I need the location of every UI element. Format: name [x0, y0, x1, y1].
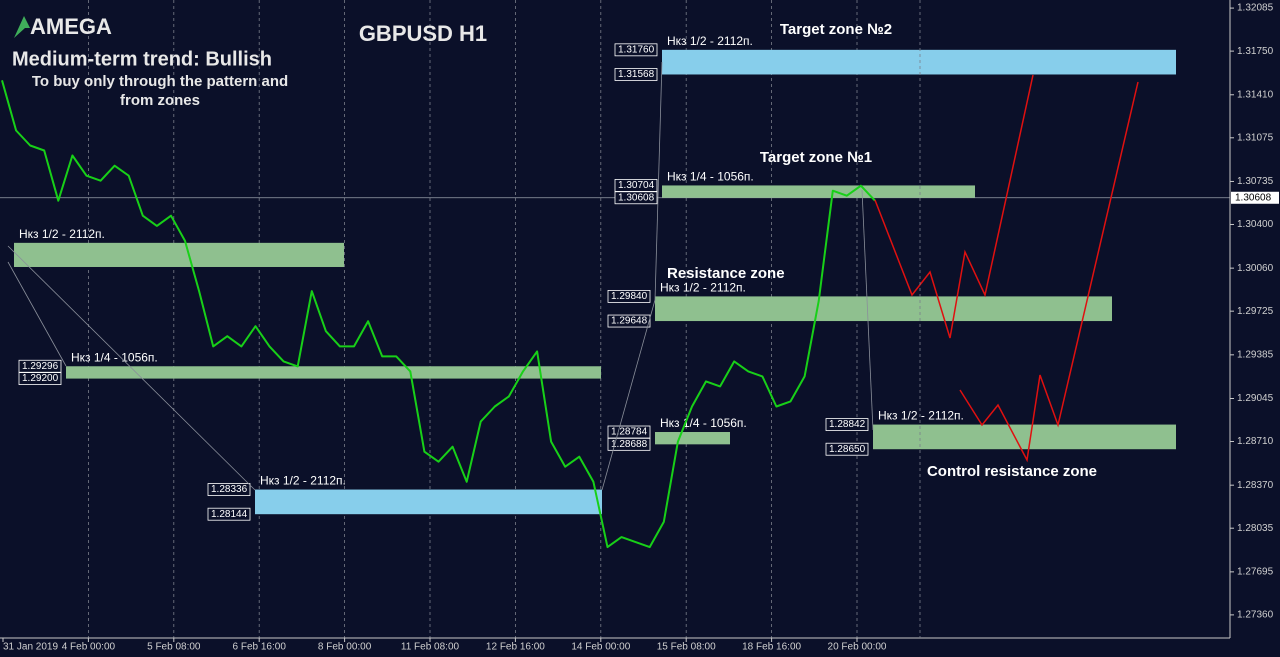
y-tick-label: 1.30060 — [1237, 263, 1274, 274]
price-box-label: 1.29840 — [611, 291, 648, 302]
price-box-label: 1.28336 — [211, 484, 248, 495]
y-tick-label: 1.28035 — [1237, 523, 1274, 534]
zone-label: Нкз 1/2 - 2112п. — [667, 34, 753, 48]
x-tick-label: 14 Feb 00:00 — [571, 642, 630, 653]
chart-title: GBPUSD H1 — [359, 21, 487, 46]
zone-label: Нкз 1/4 - 1056п. — [660, 416, 747, 430]
y-tick-label: 1.27695 — [1237, 567, 1274, 578]
price-box — [825, 442, 869, 456]
price-box-label: 1.28842 — [829, 419, 866, 430]
note: To buy only through the pattern and — [32, 73, 288, 90]
y-tick-label: 1.29385 — [1237, 349, 1274, 360]
zone-label: Нкз 1/2 - 2112п. — [19, 227, 105, 241]
y-tick-label: 1.30400 — [1237, 219, 1274, 230]
logo: AMEGA — [14, 14, 112, 39]
current-price-box — [1231, 191, 1279, 204]
price-box-label: 1.31760 — [618, 44, 655, 55]
price-box — [614, 191, 658, 205]
zone-heading: Target zone №1 — [760, 149, 872, 166]
y-tick-label: 1.28370 — [1237, 480, 1274, 491]
zone — [655, 296, 1112, 322]
price-box — [614, 68, 658, 81]
price-line — [1, 80, 876, 549]
x-tick-label: 11 Feb 08:00 — [401, 642, 460, 653]
x-tick-label: 4 Feb 00:00 — [62, 642, 116, 653]
price-box-label: 1.28784 — [611, 427, 648, 438]
x-tick-label: 6 Feb 16:00 — [233, 642, 287, 653]
zone-label: Нкз 1/2 - 2112п. — [260, 474, 346, 488]
y-tick-label: 1.31750 — [1237, 46, 1274, 57]
price-box — [607, 289, 651, 303]
x-tick-label: 8 Feb 00:00 — [318, 642, 372, 653]
y-tick-label: 1.32085 — [1237, 3, 1274, 14]
y-tick-label: 1.27360 — [1237, 610, 1274, 621]
price-box — [207, 483, 251, 496]
x-tick-label: 15 Feb 08:00 — [657, 642, 716, 653]
x-tick-label: 18 Feb 16:00 — [742, 642, 801, 653]
zone-heading: Control resistance zone — [927, 463, 1097, 480]
connector-lines — [7, 61, 874, 491]
x-tick-label: 12 Feb 16:00 — [486, 642, 545, 653]
zone — [14, 242, 344, 267]
y-tick-label: 1.28710 — [1237, 436, 1274, 447]
y-tick-label: 1.31075 — [1237, 132, 1274, 143]
y-tick-label: 1.31410 — [1237, 89, 1274, 100]
x-tick-label: 20 Feb 00:00 — [828, 642, 887, 653]
zone-label: Нкз 1/4 - 1056п. — [71, 350, 158, 364]
price-box-label: 1.28144 — [211, 509, 248, 520]
zone — [655, 432, 730, 445]
price-box-label: 1.29296 — [22, 361, 59, 372]
price-box — [614, 43, 658, 57]
price-box — [607, 437, 651, 451]
forecast-path — [874, 74, 1034, 339]
price-box-label: 1.31568 — [618, 69, 655, 80]
connector — [7, 245, 256, 491]
zone — [662, 49, 1176, 75]
y-tick-label: 1.29725 — [1237, 306, 1274, 317]
connector — [654, 61, 663, 301]
price-box-label: 1.28650 — [829, 444, 866, 455]
zone — [66, 366, 601, 379]
price-box-label: 1.29200 — [22, 373, 59, 384]
price-box — [607, 314, 651, 328]
x-tick-label: 31 Jan 2019 — [3, 642, 58, 653]
forecast — [874, 74, 1139, 463]
forecast-path — [959, 81, 1139, 463]
note: from zones — [120, 92, 200, 109]
x-tick-label: 5 Feb 08:00 — [147, 642, 201, 653]
zone — [255, 489, 602, 515]
connector — [861, 189, 874, 431]
price-box-label: 1.30608 — [618, 192, 655, 203]
zone-label: Нкз 1/2 - 2112п. — [660, 281, 746, 295]
zone-layer: Нкз 1/2 - 2112п.Нкз 1/4 - 1056п.1.292961… — [14, 21, 1176, 521]
zone-label: Нкз 1/4 - 1056п. — [667, 170, 754, 184]
price-layer — [1, 80, 876, 549]
connector — [7, 261, 67, 367]
brand: AMEGA — [30, 14, 112, 39]
y-tick-label: 1.30735 — [1237, 176, 1274, 187]
zone-heading: Target zone №2 — [780, 21, 892, 38]
logo-icon — [14, 16, 30, 38]
price-box-label: 1.28688 — [611, 439, 648, 450]
connector — [601, 299, 656, 491]
y-tick-label: 1.29045 — [1237, 393, 1274, 404]
price-box-label: 1.29648 — [611, 316, 648, 327]
price-box-label: 1.30704 — [618, 180, 655, 191]
current-price-label: 1.30608 — [1235, 192, 1272, 203]
price-box — [825, 418, 869, 431]
subtitle: Medium-term trend: Bullish — [12, 48, 272, 70]
zone-heading: Resistance zone — [667, 265, 785, 282]
zone-label: Нкз 1/2 - 2112п. — [878, 409, 964, 423]
price-box — [18, 372, 62, 385]
zone — [662, 185, 975, 198]
zone — [873, 424, 1176, 450]
price-box — [207, 507, 251, 521]
